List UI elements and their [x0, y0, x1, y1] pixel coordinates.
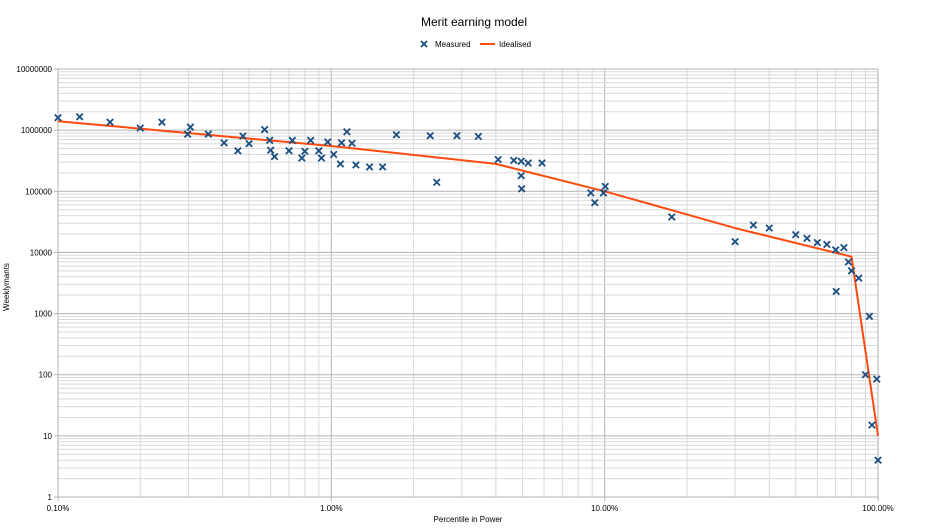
- y-axis-label: Weeklymants: [2, 263, 11, 311]
- measured-point: [474, 132, 483, 141]
- x-axis-label: Percentile in Power: [434, 515, 503, 524]
- measured-point: [872, 375, 881, 383]
- measured-point: [323, 138, 332, 146]
- measured-point: [183, 130, 192, 138]
- y-tick-label: 100: [39, 371, 53, 380]
- y-tick-label: 1: [48, 493, 53, 502]
- measured-point: [204, 130, 213, 138]
- legend-label-measured: Measured: [435, 40, 471, 49]
- y-tick-label: 100000: [25, 187, 52, 196]
- measured-point: [352, 161, 360, 169]
- grid: [57, 69, 878, 498]
- measured-point: [220, 139, 228, 147]
- measured-point: [54, 113, 62, 122]
- measured-point: [831, 246, 840, 254]
- measured-point: [765, 224, 774, 232]
- measured-point: [245, 139, 253, 148]
- measured-point: [314, 146, 323, 155]
- y-tick-label: 10: [43, 432, 52, 441]
- measured-point: [509, 156, 518, 165]
- measured-point: [874, 456, 882, 465]
- measured-point: [494, 155, 503, 164]
- measured-point: [301, 147, 309, 156]
- measured-point: [317, 154, 326, 162]
- measured-point: [590, 198, 599, 207]
- measured-point: [75, 113, 84, 121]
- measured-point: [288, 136, 297, 145]
- y-tick-label: 10000000: [16, 65, 52, 74]
- y-axis: 1 10 100 1000 10000 100000 1000000 10000000: [16, 65, 58, 502]
- measured-point: [266, 146, 275, 155]
- x-tick-label: 10.00%: [591, 504, 618, 513]
- measured-point: [749, 221, 758, 229]
- measured-point: [348, 139, 356, 148]
- y-tick-label: 10000: [30, 248, 53, 257]
- measured-point: [823, 240, 831, 249]
- measured-point: [106, 118, 114, 127]
- measured-point: [803, 234, 811, 243]
- x-tick-label: 100.00%: [862, 504, 894, 513]
- measured-point: [861, 370, 870, 379]
- measured-point: [265, 136, 274, 145]
- measured-point: [731, 237, 739, 246]
- measured-point: [854, 274, 863, 282]
- measured-point: [847, 266, 856, 275]
- measured-point: [601, 182, 610, 191]
- measured-point: [306, 136, 315, 145]
- measured-point: [365, 163, 374, 171]
- measured-point: [599, 189, 608, 197]
- measured-point: [667, 213, 676, 221]
- measured-point: [538, 159, 546, 167]
- plot-frame: [57, 68, 879, 498]
- measured-point: [270, 152, 279, 161]
- measured-point: [524, 159, 533, 167]
- measured-point: [158, 118, 166, 127]
- x-tick-label: 1.00%: [320, 504, 343, 513]
- x-tick-label: 0.10%: [47, 504, 70, 513]
- measured-point: [517, 184, 526, 193]
- measured-point: [586, 189, 595, 197]
- measured-point: [260, 125, 269, 134]
- measured-point: [813, 238, 822, 247]
- legend-marker-measured: [420, 40, 428, 48]
- measured-point: [868, 421, 876, 429]
- measured-point: [136, 124, 145, 132]
- y-tick-label: 1000: [34, 310, 52, 319]
- measured-point: [337, 139, 346, 147]
- measured-point: [791, 230, 800, 239]
- legend: Measured Idealised: [420, 40, 531, 49]
- legend-label-idealised: Idealised: [499, 40, 531, 49]
- measured-point: [840, 243, 848, 252]
- measured-point: [285, 146, 293, 155]
- chart-title: Merit earning model: [421, 15, 527, 29]
- measured-point: [239, 132, 247, 140]
- measured-point: [432, 178, 441, 187]
- measured-point: [844, 258, 853, 266]
- measured-point: [392, 130, 401, 139]
- measured-point: [832, 287, 841, 296]
- measured-point: [865, 312, 874, 321]
- y-tick-label: 1000000: [21, 126, 53, 135]
- measured-point: [517, 157, 526, 166]
- measured-point: [329, 150, 338, 159]
- measured-point: [453, 131, 461, 140]
- measured-point: [426, 131, 435, 140]
- measured-point: [336, 160, 345, 168]
- x-axis: 0.10% 1.00% 10.00% 100.00%: [47, 497, 894, 513]
- measured-point: [298, 154, 306, 162]
- measured-point: [378, 163, 387, 171]
- measured-point: [234, 146, 242, 155]
- measured-point: [343, 127, 351, 136]
- measured-point: [517, 171, 526, 180]
- measured-point: [186, 123, 195, 131]
- measured-series: [54, 113, 882, 465]
